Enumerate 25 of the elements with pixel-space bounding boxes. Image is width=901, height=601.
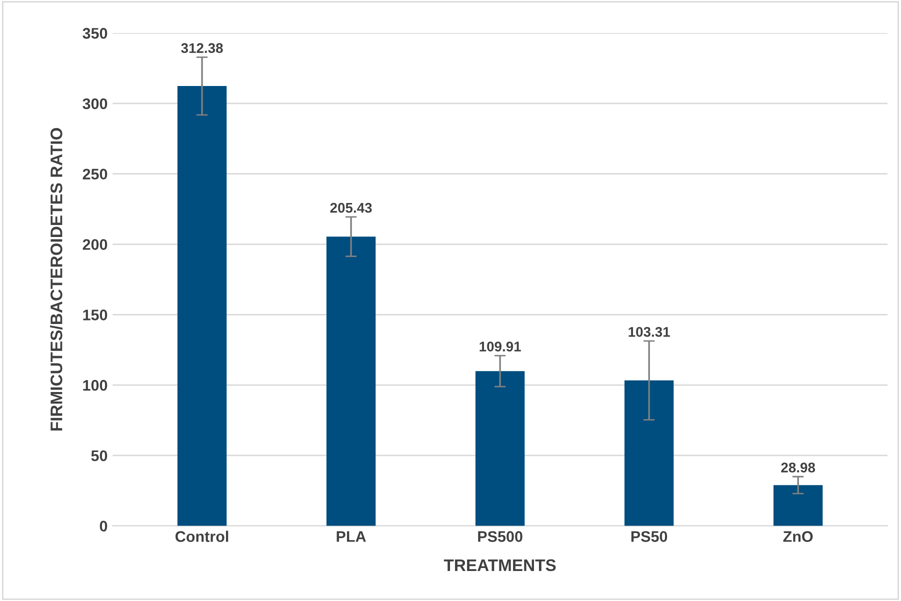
x-axis-title: TREATMENTS [444,559,556,572]
bar [177,86,227,526]
y-tick-label: 300 [82,98,108,110]
x-tick-label: PS50 [631,531,668,542]
x-tick-label: Control [176,530,228,542]
y-tick-label: 250 [82,168,108,180]
data-label: 109.91 [480,342,521,352]
y-tick-label: 200 [82,239,108,250]
data-label: 103.31 [628,326,670,337]
bar [624,380,674,526]
y-tick-label: 0 [100,520,108,532]
y-tick-label: 50 [91,450,108,462]
y-tick-label: 100 [83,380,108,391]
bar [326,236,376,526]
data-label: 28.98 [781,462,816,472]
x-tick-label: ZnO [783,531,813,542]
bar [475,371,525,526]
y-axis-title: FIRMICUTES/BACTEROIDETES RATIO [50,128,62,431]
data-label: 205.43 [330,202,372,213]
data-label: 312.38 [181,43,223,54]
y-tick-label: 150 [83,310,108,320]
x-tick-label: PS500 [478,531,522,542]
y-tick-label: 350 [82,28,108,39]
x-tick-label: PLA [336,531,366,542]
bar [773,485,823,526]
